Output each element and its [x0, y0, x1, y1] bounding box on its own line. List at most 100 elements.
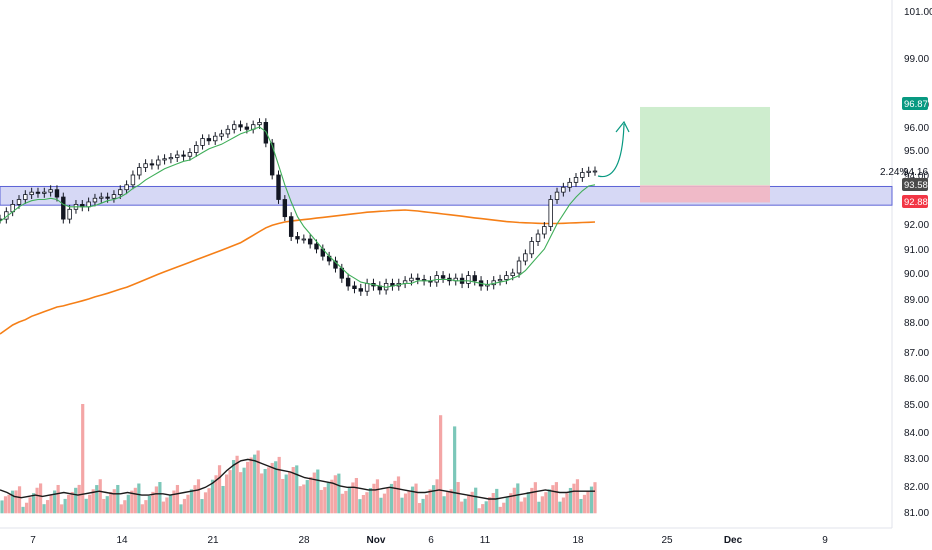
volume-bar [46, 500, 50, 514]
candle [99, 192, 104, 203]
volume-bar [519, 501, 523, 514]
candle [307, 234, 313, 249]
volume-bar [449, 489, 453, 514]
volume-bar [239, 472, 243, 514]
target-line-label: 94.16 [903, 167, 928, 178]
candle [156, 155, 161, 170]
volume-bar [582, 494, 587, 514]
candle-body [181, 154, 186, 157]
candle-body [232, 124, 237, 130]
volume-bar [495, 488, 499, 514]
volume-bar [249, 457, 253, 514]
x-tick-label: 25 [661, 535, 673, 546]
volume-bar [305, 480, 309, 514]
candle [54, 185, 60, 202]
volume-bar [453, 426, 457, 514]
volume-bar [137, 483, 141, 514]
candle-body [288, 216, 294, 237]
volume-bar [133, 487, 137, 514]
volume-bar [505, 497, 509, 514]
candle [187, 148, 193, 161]
volume-bar [284, 474, 288, 514]
volume-bar [217, 465, 222, 514]
candle [390, 278, 395, 291]
volume-bar [119, 504, 123, 514]
candle [358, 283, 363, 296]
volume-bar [60, 504, 64, 514]
candle-body [295, 236, 300, 240]
candle-body [111, 194, 117, 199]
candle [200, 134, 205, 150]
candle-body [561, 186, 566, 193]
x-tick-label: Dec [724, 535, 743, 546]
volume-bar [526, 492, 530, 514]
candle-body [466, 275, 471, 284]
volume-bar [544, 492, 548, 514]
candle-body [105, 196, 110, 199]
volume-bar [263, 469, 267, 514]
candle-body [225, 128, 231, 135]
candle [333, 256, 338, 273]
position-loss-zone [640, 185, 770, 203]
volume-bar [196, 479, 201, 514]
volume-bar [256, 450, 260, 514]
candle-body [472, 275, 477, 282]
volume-bar [28, 497, 32, 514]
volume-bar [3, 496, 8, 514]
candle [206, 134, 212, 145]
volume-bar [337, 473, 341, 514]
x-tick-label: 21 [207, 535, 219, 546]
candle [124, 180, 129, 195]
candle-body [548, 199, 553, 227]
volume-bar [200, 499, 204, 514]
candle-body [213, 135, 218, 142]
volume-bar [456, 482, 460, 514]
volume-bar [235, 455, 239, 514]
volume-bar [540, 496, 544, 514]
volume-bar [203, 492, 208, 514]
volume-bar [102, 498, 106, 514]
candle [440, 271, 446, 283]
volume-bar [361, 495, 366, 514]
candle [535, 229, 541, 246]
candle-body [200, 138, 205, 146]
volume-bar [547, 489, 551, 514]
candle-body [238, 124, 243, 128]
candle [377, 281, 382, 295]
volume-bar [410, 486, 415, 514]
candle-body [276, 174, 281, 200]
volume-bar [530, 487, 534, 514]
volume-bar [474, 487, 478, 514]
stop-price-tag: 92.88 [902, 195, 928, 208]
volume-bar [74, 487, 78, 514]
volume-bar [400, 497, 404, 514]
volume-bar [126, 494, 130, 514]
volume-bar [488, 497, 492, 514]
candle-body [352, 285, 357, 289]
candle [288, 212, 294, 241]
volume-bar [0, 500, 4, 514]
forecast-arrow-head [615, 120, 630, 133]
candle [453, 273, 458, 286]
y-tick-label: 91.00 [904, 245, 929, 256]
volume-bar [537, 501, 541, 514]
candle-body [345, 277, 351, 287]
position-profit-zone [640, 106, 770, 186]
volume-bar [7, 494, 11, 514]
candle-body [592, 170, 598, 173]
volume-bar [414, 483, 418, 514]
volume-bar [589, 486, 594, 514]
y-tick-label: 83.00 [904, 454, 929, 465]
volume-bar [298, 486, 302, 514]
x-tick-label: 7 [30, 535, 36, 546]
candle [48, 185, 53, 197]
candle-body [269, 142, 275, 176]
volume-bar [568, 487, 573, 514]
ma-fast-line [0, 126, 596, 288]
volume-bar [168, 494, 173, 514]
y-tick-label: 90.00 [904, 269, 929, 280]
candle [434, 271, 439, 287]
y-tick-label: 87.00 [904, 348, 929, 359]
volume-bar [10, 490, 15, 514]
